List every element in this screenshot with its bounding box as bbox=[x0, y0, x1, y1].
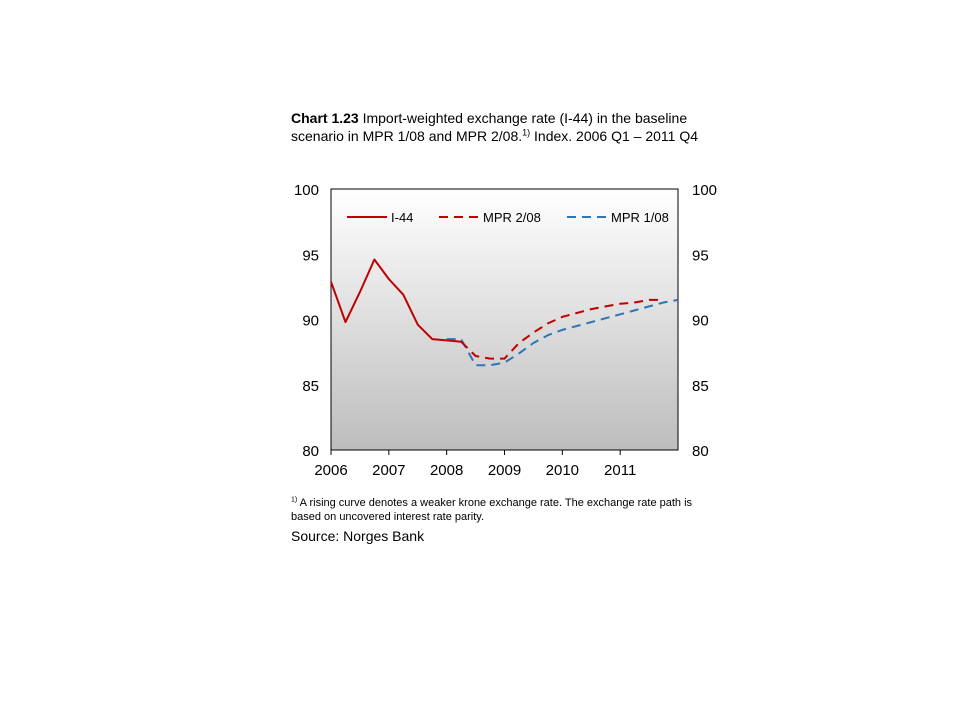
legend-label-i44: I-44 bbox=[391, 210, 413, 225]
right-y-tick-label: 95 bbox=[692, 247, 709, 264]
right-y-axis: 100 95 90 85 80 bbox=[692, 182, 717, 460]
series-line-mpr108 bbox=[446, 298, 679, 367]
series-line-mpr208 bbox=[460, 298, 664, 360]
source-note: Source: Norges Bank bbox=[291, 528, 425, 544]
series-line-i44 bbox=[330, 258, 462, 343]
right-y-tick-label: 80 bbox=[692, 443, 709, 460]
chart-title-text-2: Index. 2006 Q1 – 2011 Q4 bbox=[530, 128, 699, 144]
left-y-tick-label: 100 bbox=[294, 182, 319, 199]
right-y-tick-label: 100 bbox=[692, 182, 717, 199]
plot-area bbox=[330, 188, 679, 451]
footnote-marker: 1) bbox=[291, 496, 298, 504]
x-tick-label: 2009 bbox=[488, 462, 521, 479]
left-y-tick-label: 85 bbox=[302, 378, 319, 395]
chart-title: Chart 1.23 Import-weighted exchange rate… bbox=[291, 109, 711, 145]
x-tick-label: 2006 bbox=[314, 462, 347, 479]
left-y-axis: 100 95 90 85 80 bbox=[294, 182, 319, 460]
footnote: 1) A rising curve denotes a weaker krone… bbox=[291, 496, 711, 524]
x-axis: 2006 2007 2008 2009 2010 2011 bbox=[314, 450, 636, 479]
chart-title-text: Import-weighted exchange rate (I-44) in … bbox=[291, 110, 688, 144]
x-tick-label: 2011 bbox=[604, 462, 636, 479]
legend-label-mpr208: MPR 2/08 bbox=[483, 210, 541, 225]
x-tick-label: 2010 bbox=[546, 462, 579, 479]
chart-title-prefix: Chart 1.23 bbox=[291, 110, 359, 126]
left-y-tick-label: 95 bbox=[302, 247, 319, 264]
right-y-tick-label: 90 bbox=[692, 313, 709, 330]
footnote-text: A rising curve denotes a weaker krone ex… bbox=[291, 497, 693, 523]
legend-label-mpr108: MPR 1/08 bbox=[611, 210, 669, 225]
series-lines bbox=[330, 258, 679, 367]
left-y-tick-label: 90 bbox=[302, 313, 319, 330]
right-y-tick-label: 85 bbox=[692, 378, 709, 395]
chart-title-footnote-marker: 1) bbox=[522, 127, 531, 138]
x-tick-label: 2007 bbox=[372, 462, 405, 479]
x-tick-label: 2008 bbox=[430, 462, 463, 479]
legend: I-44 MPR 2/08 MPR 1/08 bbox=[347, 210, 669, 225]
left-y-tick-label: 80 bbox=[302, 443, 319, 460]
